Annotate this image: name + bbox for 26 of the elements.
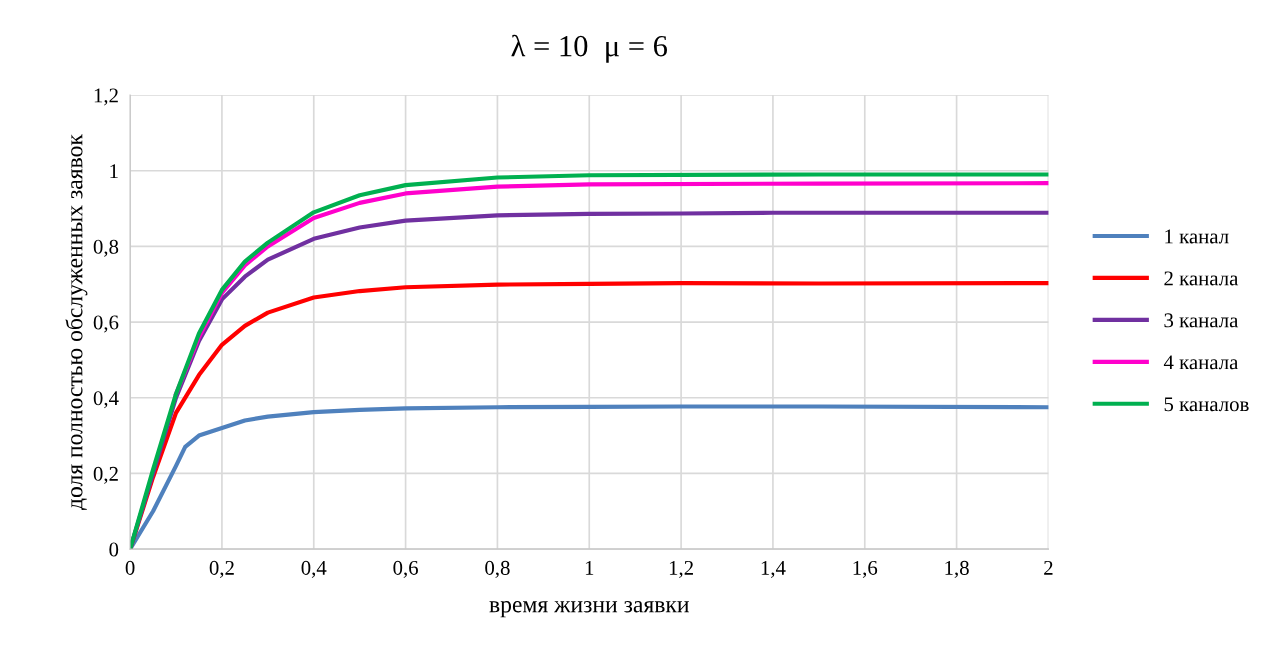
y-tick-label: 1,2	[94, 88, 118, 106]
y-axis-title: доля полностью обслуженных заявок	[65, 134, 88, 511]
x-axis-title: время жизни заявки	[489, 601, 689, 618]
y-tick-label: 0,8	[93, 239, 119, 257]
legend-label: 5 каналов	[1164, 397, 1249, 412]
x-tick-label: 1,6	[853, 560, 878, 578]
x-tick-label: 0,2	[209, 560, 234, 578]
x-tick-label: 1,8	[945, 560, 969, 578]
x-tick-label: 0,6	[393, 560, 418, 578]
x-tick-label: 1,4	[761, 560, 786, 578]
y-tick-label: 0	[109, 542, 119, 557]
x-tick-label: 0,4	[301, 560, 327, 578]
y-tick-label: 1	[110, 164, 118, 178]
legend-label: 3 канала	[1164, 313, 1239, 328]
y-tick-label: 0,2	[93, 466, 118, 484]
x-tick-label: 2	[1044, 560, 1053, 575]
x-tick-label: 0,8	[485, 560, 510, 578]
legend-label: 1 канал	[1165, 229, 1229, 244]
x-tick-label: 0	[125, 560, 135, 575]
y-tick-label: 0,6	[93, 315, 119, 333]
x-tick-label: 1	[585, 560, 594, 575]
x-tick-label: 1,2	[669, 560, 693, 578]
chart-title: λ = 10 μ = 6	[511, 34, 668, 63]
legend-label: 4 канала	[1163, 355, 1239, 370]
y-tick-label: 0,4	[93, 391, 119, 409]
legend-label: 2 канала	[1164, 271, 1239, 286]
